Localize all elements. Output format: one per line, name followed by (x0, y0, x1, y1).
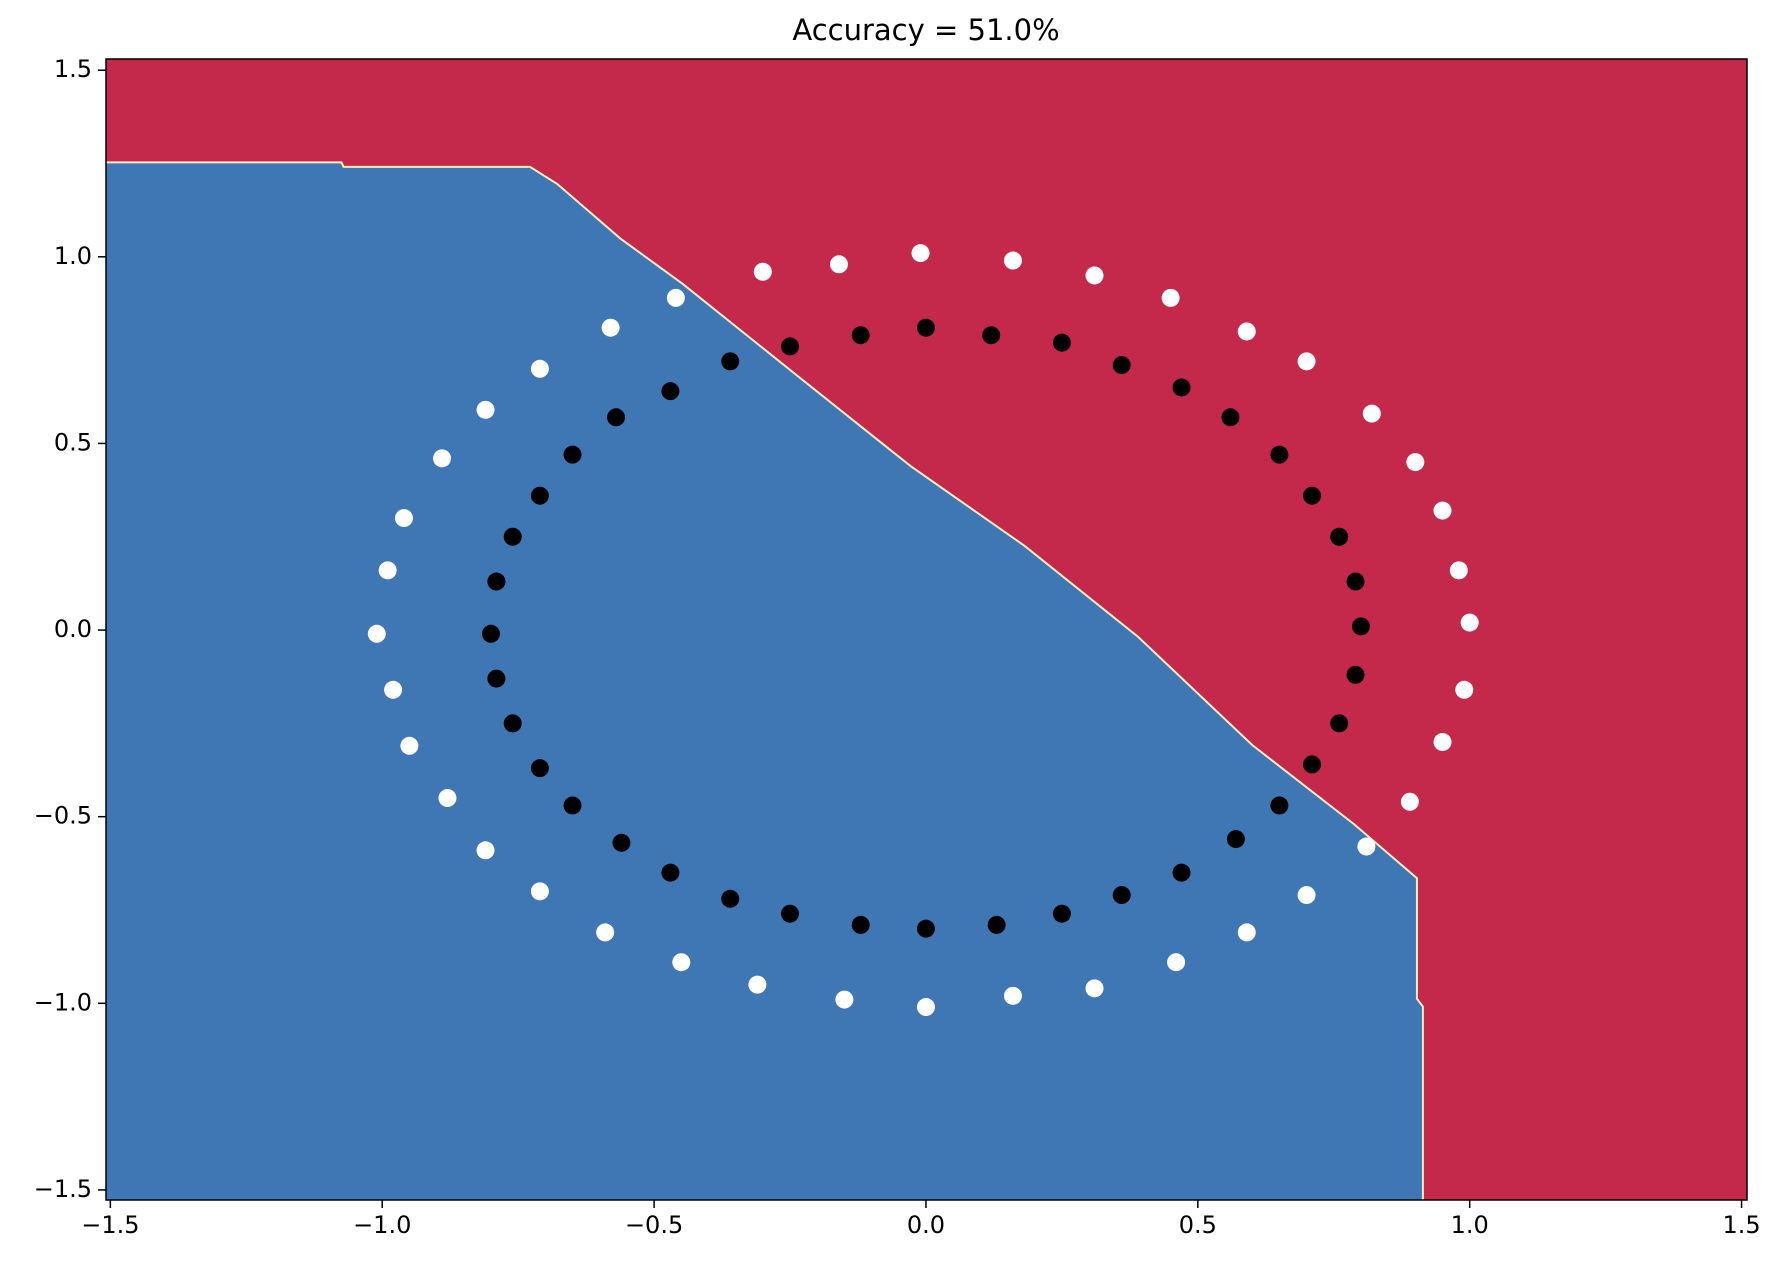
point (835, 990, 854, 1009)
point (1226, 830, 1245, 849)
point (982, 326, 1001, 345)
point (911, 244, 930, 263)
point (394, 509, 413, 528)
point (1303, 755, 1322, 774)
point (1270, 445, 1289, 464)
point (781, 337, 800, 356)
point (1052, 333, 1071, 352)
point (1297, 886, 1316, 905)
point (1303, 486, 1322, 505)
point (1167, 953, 1186, 972)
point (1270, 796, 1289, 815)
point (916, 318, 935, 337)
point (1052, 904, 1071, 923)
x-tick-label: −0.5 (625, 1211, 683, 1239)
point (1433, 733, 1452, 752)
point (1003, 251, 1022, 270)
point (487, 572, 506, 591)
y-tick-label: 1.0 (54, 242, 92, 270)
point (851, 326, 870, 345)
point (1085, 266, 1104, 285)
point (487, 669, 506, 688)
point (1112, 356, 1131, 375)
x-tick-label: −1.5 (81, 1211, 139, 1239)
point (753, 262, 772, 281)
point (1237, 322, 1256, 341)
point (1221, 408, 1240, 427)
point (1172, 378, 1191, 397)
decision-boundary (106, 161, 1424, 1200)
point (476, 400, 495, 419)
point (1433, 501, 1452, 520)
point (530, 359, 549, 378)
region-lower (106, 162, 1423, 1201)
point (400, 736, 419, 755)
point (503, 527, 522, 546)
point (748, 975, 767, 994)
point (481, 624, 500, 643)
point (851, 915, 870, 934)
point (1351, 617, 1370, 636)
point (1460, 613, 1479, 632)
point (612, 833, 631, 852)
point (438, 789, 457, 808)
point (367, 624, 386, 643)
point (503, 714, 522, 733)
x-tick-label: 1.5 (1722, 1211, 1760, 1239)
point (378, 561, 397, 580)
point (1237, 923, 1256, 942)
point (1455, 680, 1474, 699)
point (1172, 863, 1191, 882)
point (721, 889, 740, 908)
y-tick-label: 0.5 (54, 428, 92, 456)
x-tick-label: 0.5 (1179, 1211, 1217, 1239)
y-tick-label: −0.5 (34, 802, 92, 830)
point (1406, 453, 1425, 472)
point (1362, 404, 1381, 423)
point (666, 288, 685, 307)
point (563, 445, 582, 464)
point (672, 953, 691, 972)
y-tick-label: −1.5 (34, 1175, 92, 1203)
x-tick-label: −1.0 (353, 1211, 411, 1239)
point (916, 919, 935, 938)
point (1112, 886, 1131, 905)
point (1330, 527, 1349, 546)
point (433, 449, 452, 468)
point (601, 318, 620, 337)
point (1297, 352, 1316, 371)
point (1330, 714, 1349, 733)
point (1346, 572, 1365, 591)
point (530, 759, 549, 778)
point (563, 796, 582, 815)
point (1003, 986, 1022, 1005)
point (661, 382, 680, 401)
point (596, 923, 615, 942)
point (530, 882, 549, 901)
y-tick-label: 0.0 (54, 615, 92, 643)
point (1161, 288, 1180, 307)
point (1449, 561, 1468, 580)
point (721, 352, 740, 371)
x-tick-label: 0.0 (907, 1211, 945, 1239)
point (661, 863, 680, 882)
point (781, 904, 800, 923)
point (1085, 979, 1104, 998)
y-tick-label: −1.0 (34, 988, 92, 1016)
point (530, 486, 549, 505)
chart-title: Accuracy = 51.0% (792, 13, 1059, 47)
y-tick-label: 1.5 (54, 55, 92, 83)
point (987, 915, 1006, 934)
point (1400, 792, 1419, 811)
point (916, 998, 935, 1017)
x-tick-label: 1.0 (1451, 1211, 1489, 1239)
point (1346, 665, 1365, 684)
point (476, 841, 495, 860)
point (829, 255, 848, 274)
point (607, 408, 626, 427)
point (1357, 837, 1376, 856)
point (384, 680, 403, 699)
